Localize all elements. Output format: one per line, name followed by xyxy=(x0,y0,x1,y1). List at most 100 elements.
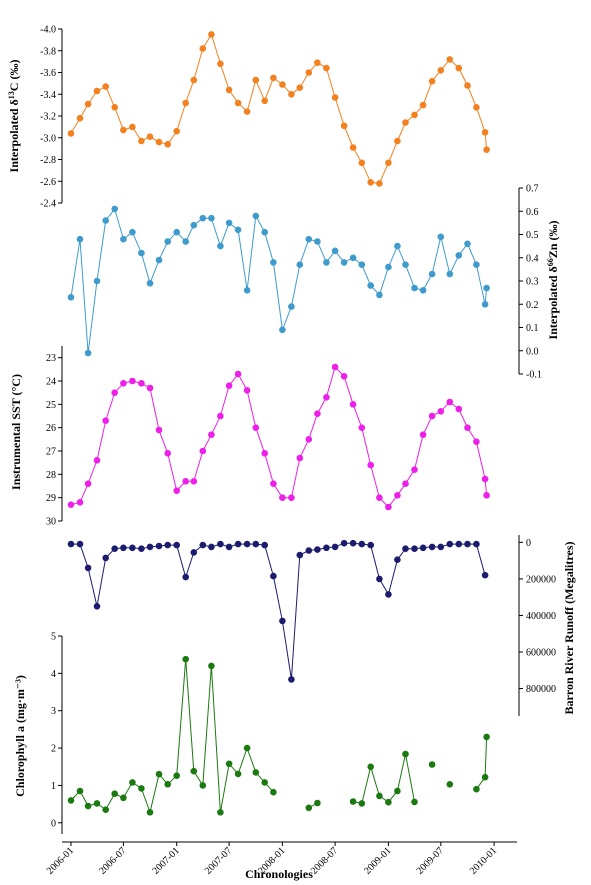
data-point-sst xyxy=(155,426,163,434)
data-point-chla xyxy=(243,744,251,752)
data-point-sst xyxy=(473,438,480,446)
data-point-chla xyxy=(217,809,224,816)
panel-chla: 0 1 2 3 4 5 Chlorophyll a (mg·m⁻³) xyxy=(13,632,490,834)
data-point-d66zn xyxy=(288,303,295,310)
data-point-d66zn xyxy=(367,282,375,289)
x-tick-label: 2006-01 xyxy=(45,845,76,876)
x-tick-label: 2009-07 xyxy=(415,845,446,876)
data-point-d13c xyxy=(437,67,445,74)
data-point-d66zn xyxy=(146,280,154,287)
data-point-d13c xyxy=(464,82,471,89)
data-point-d13c xyxy=(120,126,127,134)
panel-d13c: -4.0 -3.8 -3.6 -3.4 -3.2 -3.0 -2.8 -2.6 -2.4 Inte… xyxy=(7,25,490,210)
data-point-runoff xyxy=(358,540,366,548)
y-tick-label-sst: 28 xyxy=(46,470,56,481)
data-point-d13c xyxy=(234,99,242,107)
data-point-chla xyxy=(111,790,118,797)
data-point-runoff xyxy=(208,543,215,551)
data-point-sst xyxy=(481,475,489,483)
y-tick-label-sst: 29 xyxy=(46,493,56,504)
data-point-sst xyxy=(305,436,313,443)
data-point-d13c xyxy=(385,159,392,167)
y-axis-title-chla: Chlorophyll a (mg·m⁻³) xyxy=(13,675,27,797)
data-point-runoff xyxy=(411,545,418,552)
data-point-runoff xyxy=(464,540,471,548)
data-point-chla xyxy=(120,794,127,802)
data-point-sst xyxy=(314,410,321,418)
data-point-sst xyxy=(437,408,445,415)
data-point-chla xyxy=(146,809,154,816)
y-axis-title-prefix: Interpolated δ xyxy=(7,99,21,172)
y-tick-label-d13c: -4.0 xyxy=(40,25,56,36)
data-point-sst xyxy=(225,382,233,390)
y-tick-label-d66zn: -0.1 xyxy=(526,370,542,381)
data-point-runoff xyxy=(296,551,304,559)
data-point-d13c xyxy=(199,45,207,52)
x-tick-label: 2010-01 xyxy=(468,845,499,876)
data-point-d13c xyxy=(261,97,269,105)
data-point-sst xyxy=(340,373,348,380)
data-point-sst xyxy=(261,450,269,457)
data-point-chla xyxy=(93,800,101,807)
y-tick-label-d13c: -2.6 xyxy=(40,177,56,188)
data-point-sst xyxy=(323,394,330,401)
data-point-runoff xyxy=(279,617,286,625)
y-tick-label-sst: 23 xyxy=(46,353,56,364)
data-point-d13c xyxy=(411,111,418,119)
data-point-d66zn xyxy=(182,238,189,245)
data-point-runoff xyxy=(217,540,224,548)
data-point-sst xyxy=(252,424,260,432)
data-point-runoff xyxy=(173,541,180,549)
data-point-chla xyxy=(199,782,207,789)
data-point-chla xyxy=(208,662,215,670)
data-point-runoff xyxy=(199,541,207,549)
y-tick-label-d66zn: 0.5 xyxy=(526,230,539,241)
data-point-d66zn xyxy=(376,291,383,299)
data-point-d66zn xyxy=(120,235,127,243)
data-point-d66zn xyxy=(208,214,215,222)
data-point-d13c xyxy=(296,84,304,91)
data-point-chla xyxy=(182,655,189,663)
data-point-runoff xyxy=(349,539,357,547)
y-tick-label-chla: 3 xyxy=(51,706,56,717)
data-point-d66zn xyxy=(225,219,233,227)
data-point-runoff xyxy=(102,554,109,562)
data-point-d66zn xyxy=(464,240,471,248)
data-point-sst xyxy=(173,487,180,495)
data-point-sst xyxy=(76,499,84,506)
data-point-runoff xyxy=(376,575,383,583)
data-point-d66zn xyxy=(243,287,251,294)
x-tick-label: 2007-01 xyxy=(150,845,181,876)
data-point-sst xyxy=(199,447,207,455)
data-point-d66zn xyxy=(102,217,109,224)
data-point-d13c xyxy=(455,64,463,72)
data-point-d66zn xyxy=(340,259,348,266)
data-point-chla xyxy=(305,804,313,812)
data-point-sst xyxy=(182,478,189,485)
y-tick-label-chla: 5 xyxy=(51,632,56,643)
data-point-d13c xyxy=(279,81,286,88)
data-point-d66zn xyxy=(428,270,436,278)
data-point-d13c xyxy=(243,108,251,115)
data-point-chla xyxy=(349,798,357,805)
data-point-sst xyxy=(394,492,401,499)
data-point-d13c xyxy=(164,141,171,148)
data-point-runoff xyxy=(67,540,75,548)
data-point-sst xyxy=(376,494,383,502)
x-tick-label: 2007-07 xyxy=(203,845,234,876)
data-point-runoff xyxy=(473,540,480,548)
data-point-runoff xyxy=(111,545,118,552)
data-point-runoff xyxy=(314,546,321,553)
data-point-chla xyxy=(261,779,269,786)
series-line-chla xyxy=(352,753,415,804)
data-point-chla xyxy=(270,788,277,796)
data-point-runoff xyxy=(234,540,242,548)
y-tick-label-sst: 24 xyxy=(46,377,56,388)
data-point-d13c xyxy=(76,114,84,122)
data-point-d66zn xyxy=(455,252,463,259)
data-point-chla xyxy=(446,781,454,788)
data-point-d66zn xyxy=(446,270,454,278)
data-point-d13c xyxy=(129,123,136,131)
data-point-chla xyxy=(164,781,171,788)
